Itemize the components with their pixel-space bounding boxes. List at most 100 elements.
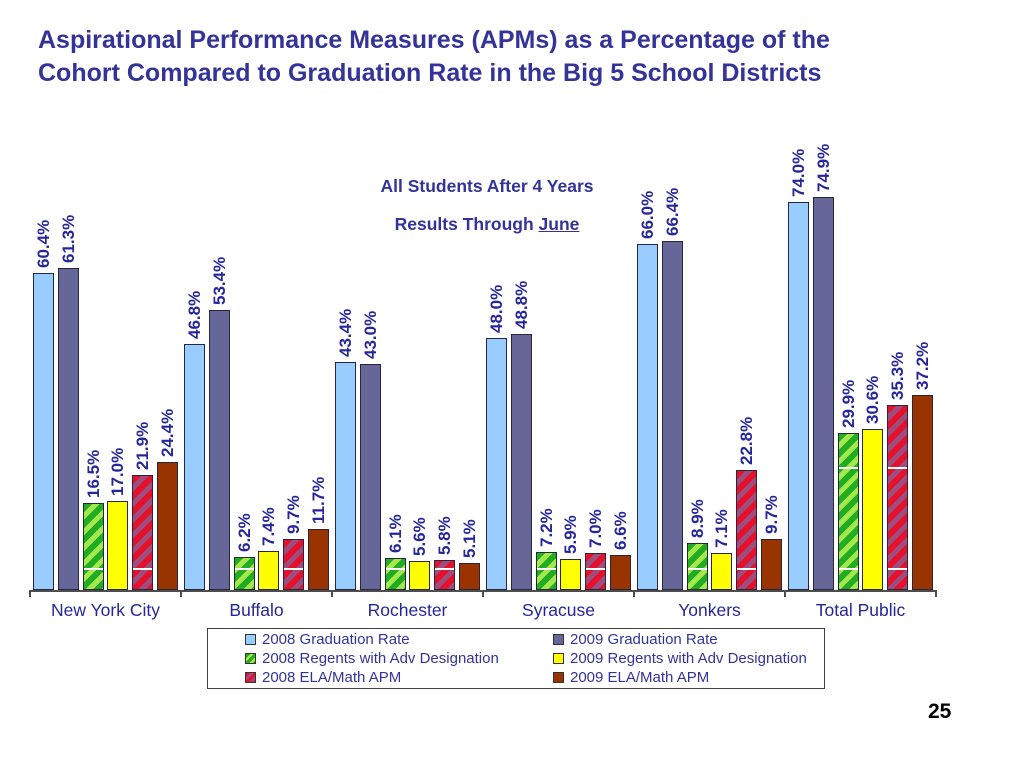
- bar-value-label: 16.5%: [83, 450, 103, 499]
- bar-value-label: 6.6%: [611, 511, 630, 551]
- legend-label: 2009 Regents with Adv Designation: [570, 650, 807, 667]
- bar-2009-regents-with-adv-designation-buffalo: [258, 551, 280, 590]
- bar-2008-regents-with-adv-designation-syracuse: [535, 552, 557, 590]
- bar-value-label: 9.7%: [762, 495, 781, 535]
- bar-2008-graduation-rate-yonkers: [637, 243, 658, 590]
- legend-label: 2009 Graduation Rate: [570, 631, 718, 648]
- bar-2008-graduation-rate-total-public: [788, 201, 809, 590]
- bar-value-label: 74.9%: [813, 143, 833, 192]
- bar-2009-ela-math-apm-syracuse: [610, 555, 631, 590]
- bar-value-label: 5.1%: [460, 519, 479, 559]
- legend-swatch-2008-ela-math-apm: [245, 672, 256, 683]
- legend-swatch-2009-graduation-rate: [553, 634, 564, 645]
- subtitle-line-1: All Students After 4 Years: [380, 176, 594, 196]
- legend-swatch-2009-ela-math-apm: [553, 672, 564, 683]
- legend-item-2009-ela-math-apm: 2009 ELA/Math APM: [553, 669, 824, 686]
- bar-2009-regents-with-adv-designation-yonkers: [711, 552, 733, 590]
- bar-2008-ela-math-apm-rochester: [434, 559, 456, 590]
- bar-2008-graduation-rate-rochester: [335, 362, 356, 590]
- subtitle-line-2-prefix: Results Through: [394, 214, 539, 234]
- bar-value-label: 60.4%: [34, 219, 53, 268]
- axis-tick: [784, 590, 786, 597]
- bar-2009-ela-math-apm-rochester: [459, 563, 480, 590]
- bar-value-label: 9.7%: [284, 495, 304, 535]
- category-axis-labels: New York City Buffalo Rochester Syracuse Yon…: [30, 600, 936, 626]
- bar-value-label: 8.9%: [687, 499, 707, 539]
- bar-2009-regents-with-adv-designation-new-york-city: [107, 500, 129, 590]
- bar-2008-regents-with-adv-designation-rochester: [384, 557, 406, 590]
- bar-value-label: 66.0%: [638, 190, 657, 239]
- axis-tick: [180, 590, 182, 597]
- legend-item-2009-graduation-rate: 2009 Graduation Rate: [553, 631, 824, 648]
- bar-2008-regents-with-adv-designation-buffalo: [233, 557, 255, 590]
- legend-label: 2008 Regents with Adv Designation: [262, 650, 499, 667]
- bar-value-label: 11.7%: [309, 476, 328, 524]
- bar-2008-regents-with-adv-designation-total-public: [837, 433, 859, 590]
- bar-value-label: 6.1%: [385, 514, 405, 553]
- bar-value-label: 17.0%: [108, 447, 128, 496]
- bar-2008-ela-math-apm-new-york-city: [132, 475, 154, 590]
- plot-area: 60.4% 61.3% 16.5% 17.0% 21.9% 24.4% 46.8% 53.4%…: [29, 140, 937, 597]
- bar-2009-ela-math-apm-total-public: [912, 394, 933, 590]
- bar-2008-ela-math-apm-syracuse: [585, 553, 607, 590]
- category-label-total-public: Total Public: [815, 600, 906, 620]
- bar-2008-regents-with-adv-designation-yonkers: [686, 543, 708, 590]
- bar-value-label: 5.6%: [410, 516, 430, 556]
- bar-value-label: 7.0%: [586, 509, 606, 549]
- bar-value-label: 5.9%: [561, 515, 581, 555]
- bar-value-label: 21.9%: [133, 421, 153, 471]
- bar-value-label: 5.8%: [435, 515, 455, 555]
- bar-2009-regents-with-adv-designation-syracuse: [560, 559, 582, 590]
- bar-2008-regents-with-adv-designation-new-york-city: [82, 503, 104, 590]
- bar-value-label: 48.8%: [511, 280, 531, 329]
- legend-swatch-2008-graduation-rate: [245, 634, 256, 645]
- subtitle-june-underlined: June: [538, 214, 580, 234]
- bar-2009-regents-with-adv-designation-total-public: [862, 429, 884, 590]
- legend-item-2008-regents-with-adv-designation: 2008 Regents with Adv Designation: [245, 650, 553, 667]
- bar-2008-ela-math-apm-buffalo: [283, 539, 305, 590]
- bar-2009-graduation-rate-rochester: [359, 364, 381, 590]
- bar-2009-graduation-rate-syracuse: [510, 333, 532, 590]
- bar-value-label: 43.0%: [360, 311, 380, 360]
- bar-2008-graduation-rate-buffalo: [184, 344, 205, 590]
- bar-2009-graduation-rate-yonkers: [661, 241, 683, 590]
- category-label-rochester: Rochester: [367, 600, 448, 620]
- bar-2008-ela-math-apm-yonkers: [736, 470, 758, 590]
- page-number: 25: [928, 700, 952, 723]
- bar-value-label: 29.9%: [838, 379, 858, 429]
- bar-2009-graduation-rate-buffalo: [208, 309, 230, 590]
- bar-value-label: 7.1%: [712, 508, 732, 548]
- bar-2008-ela-math-apm-total-public: [887, 404, 909, 590]
- bar-value-label: 37.2%: [913, 341, 932, 390]
- bar-value-label: 7.4%: [259, 507, 279, 547]
- legend-label: 2009 ELA/Math APM: [570, 669, 710, 686]
- bar-value-label: 66.4%: [662, 188, 682, 237]
- bar-value-label: 22.8%: [737, 417, 757, 466]
- axis-tick: [29, 590, 31, 597]
- bar-value-label: 30.6%: [863, 376, 883, 425]
- title-line-1: Aspirational Performance Measures (APMs)…: [38, 26, 830, 54]
- bar-value-label: 6.2%: [234, 513, 254, 553]
- category-label-buffalo: Buffalo: [229, 600, 284, 620]
- title-line-2: Cohort Compared to Graduation Rate in th…: [38, 59, 822, 87]
- bar-value-label: 24.4%: [158, 408, 177, 457]
- bar-value-label: 46.8%: [185, 291, 204, 340]
- bar-2009-ela-math-apm-buffalo: [308, 528, 329, 590]
- axis-tick: [482, 590, 484, 597]
- bar-2009-regents-with-adv-designation-rochester: [409, 560, 431, 590]
- legend-swatch-2008-regents-with-adv-designation: [245, 653, 256, 664]
- legend-label: 2008 Graduation Rate: [262, 631, 410, 648]
- bar-value-label: 35.3%: [888, 351, 908, 400]
- subtitle-line-2: Results Through June: [307, 214, 667, 235]
- bar-2009-ela-math-apm-new-york-city: [157, 461, 178, 590]
- axis-tick: [633, 590, 635, 597]
- category-label-new-york-city: New York City: [51, 600, 160, 620]
- bar-2009-graduation-rate-total-public: [812, 196, 834, 590]
- bar-2008-graduation-rate-syracuse: [486, 338, 507, 590]
- bar-2008-graduation-rate-new-york-city: [33, 272, 54, 590]
- bar-value-label: 53.4%: [209, 256, 229, 305]
- bar-2009-graduation-rate-new-york-city: [57, 268, 79, 590]
- axis-tick: [331, 590, 333, 597]
- legend-item-2008-ela-math-apm: 2008 ELA/Math APM: [245, 669, 553, 686]
